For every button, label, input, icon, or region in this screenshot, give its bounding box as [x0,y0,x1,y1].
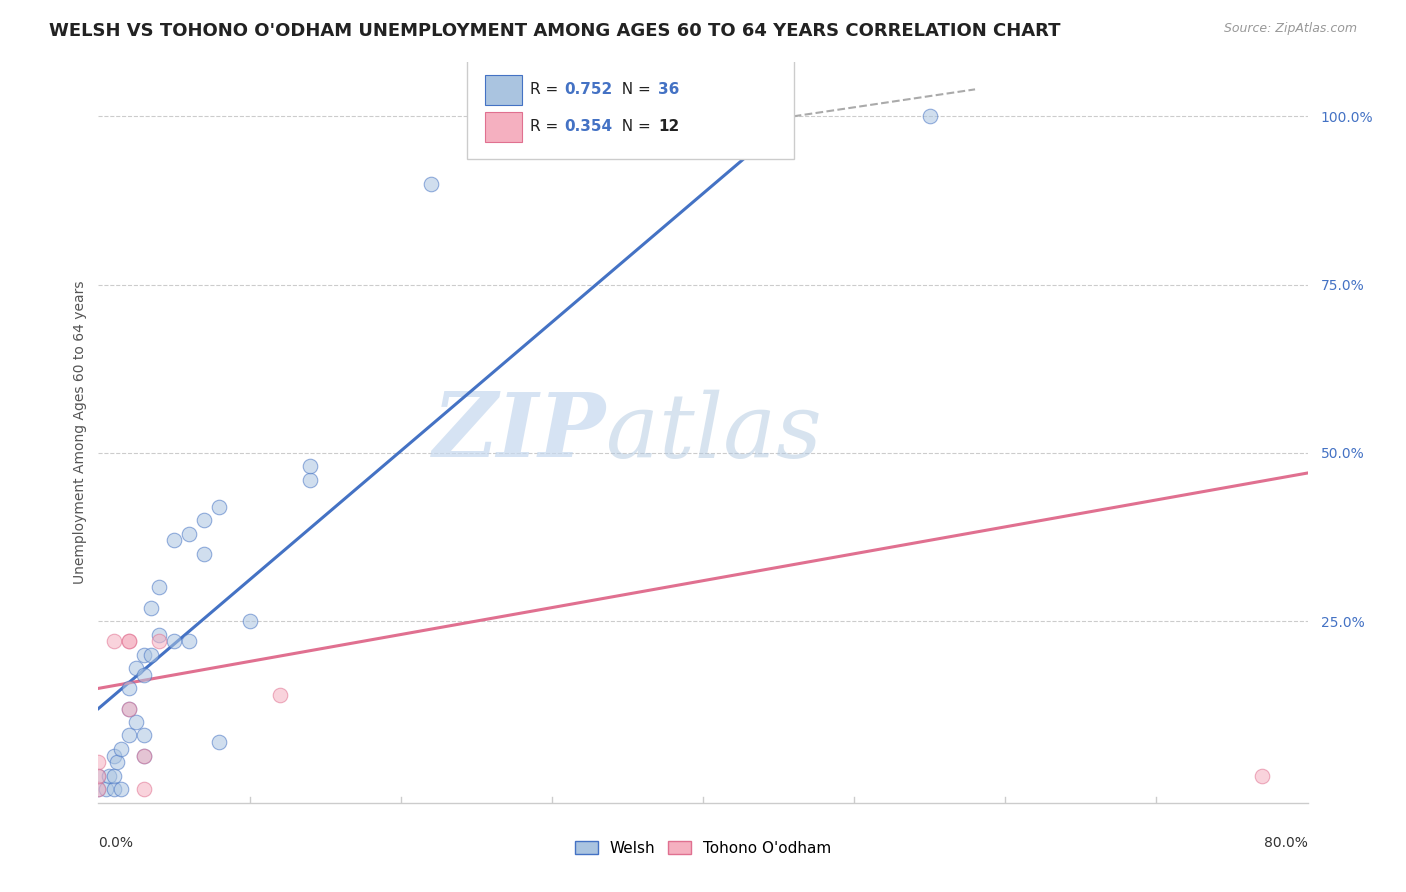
Point [105,756,128,770]
Point [87,769,110,783]
Point [87,782,110,797]
Point [118,634,141,648]
Text: 12: 12 [658,120,679,135]
Point [110,782,132,797]
Point [148,581,170,595]
Text: WELSH VS TOHONO O'ODHAM UNEMPLOYMENT AMONG AGES 60 TO 64 YEARS CORRELATION CHART: WELSH VS TOHONO O'ODHAM UNEMPLOYMENT AMO… [49,22,1060,40]
Point [132,782,155,797]
Point [110,742,132,756]
Point [420,177,443,191]
Text: 36: 36 [658,82,679,97]
Text: R =: R = [530,120,564,135]
Point [87,756,110,770]
Point [132,748,155,763]
Point [118,681,141,696]
Point [269,688,291,702]
Point [141,648,163,662]
Point [118,701,141,715]
Point [163,634,186,648]
Point [239,614,262,628]
Point [103,782,125,797]
FancyBboxPatch shape [485,75,522,104]
Point [1251,769,1274,783]
Point [299,473,322,487]
Point [918,109,941,123]
Text: 80.0%: 80.0% [1264,836,1308,850]
Point [132,668,155,682]
Text: Source: ZipAtlas.com: Source: ZipAtlas.com [1223,22,1357,36]
Point [208,500,231,514]
Point [125,661,148,675]
Point [193,547,215,561]
Point [118,701,141,715]
Point [87,782,110,797]
Point [118,634,141,648]
Point [148,627,170,641]
Text: atlas: atlas [606,389,823,476]
Point [148,634,170,648]
Point [103,634,125,648]
Point [193,513,215,527]
Point [132,748,155,763]
Point [163,533,186,548]
Point [132,648,155,662]
FancyBboxPatch shape [467,59,793,159]
FancyBboxPatch shape [485,112,522,142]
Point [125,714,148,729]
Text: 0.354: 0.354 [564,120,612,135]
Text: N =: N = [613,82,657,97]
Y-axis label: Unemployment Among Ages 60 to 64 years: Unemployment Among Ages 60 to 64 years [73,281,87,584]
Text: 0.0%: 0.0% [98,836,134,850]
Point [141,600,163,615]
Point [118,729,141,743]
Text: N =: N = [613,120,657,135]
Point [98,769,121,783]
Point [299,459,322,474]
Point [103,748,125,763]
Point [179,634,201,648]
Point [208,735,231,749]
Legend: Welsh, Tohono O'odham: Welsh, Tohono O'odham [568,835,838,862]
Text: 0.752: 0.752 [564,82,612,97]
Point [132,729,155,743]
Text: R =: R = [530,82,564,97]
Point [103,769,125,783]
Point [179,526,201,541]
Point [94,782,117,797]
Text: ZIP: ZIP [433,390,606,475]
Point [87,769,110,783]
